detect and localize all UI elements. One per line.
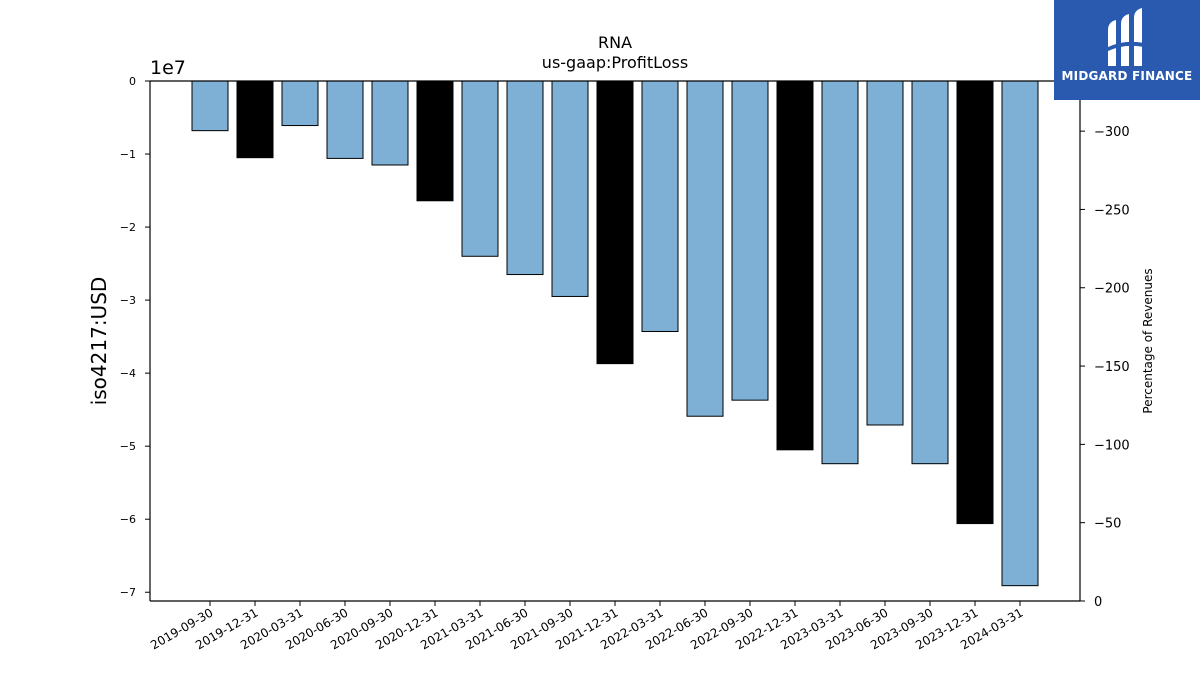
y2-tick-label: −200 (1094, 282, 1130, 297)
bar-2022-03-31 (641, 80, 679, 333)
bar-2020-09-30 (371, 80, 409, 166)
x-ticks-group: 2019-09-302019-12-312020-03-312020-06-30… (148, 601, 1026, 652)
bar-2023-06-30 (866, 80, 904, 426)
bar-2023-12-31 (956, 80, 994, 525)
bar-2019-09-30 (191, 80, 229, 132)
y-tick-label: −4 (120, 367, 136, 380)
bar-2021-09-30 (551, 80, 589, 297)
bar-2020-12-31 (416, 80, 454, 202)
bar-2022-12-31 (776, 80, 814, 451)
y2-tick-label: 0 (1094, 595, 1102, 610)
bars-group (191, 80, 1039, 587)
y2-tick-label: −300 (1094, 125, 1130, 140)
chart-subtitle: us-gaap:ProfitLoss (542, 53, 688, 72)
y-tick-label: −7 (120, 586, 136, 599)
y-axis-label: iso4217:USD (87, 277, 111, 406)
bar-2021-12-31 (596, 80, 634, 365)
y2-tick-label: −150 (1094, 360, 1130, 375)
bar-2020-06-30 (326, 80, 364, 159)
bar-2019-12-31 (236, 80, 274, 159)
y-tick-label: 0 (129, 75, 136, 88)
chart-title: RNA (598, 33, 632, 52)
bar-2020-03-31 (281, 80, 319, 127)
bar-2023-09-30 (911, 80, 949, 465)
y-tick-label: −2 (120, 221, 136, 234)
logo-text: MIDGARD FINANCE (1061, 69, 1193, 83)
y2-tick-label: −250 (1094, 203, 1130, 218)
bar-2023-03-31 (821, 80, 859, 465)
midgard-logo-icon (1106, 8, 1148, 66)
y-tick-label: −1 (120, 148, 136, 161)
y-tick-label: −5 (120, 440, 136, 453)
y-offset-label: 1e7 (150, 57, 186, 79)
y2-tick-label: −50 (1094, 517, 1121, 532)
bar-2024-03-31 (1001, 80, 1039, 587)
y2-axis-label: Percentage of Revenues (1141, 268, 1155, 413)
y2-tick-label: −100 (1094, 438, 1130, 453)
bar-2021-06-30 (506, 80, 544, 276)
brand-logo: MIDGARD FINANCE (1054, 0, 1200, 100)
bar-2022-06-30 (686, 80, 724, 417)
y-tick-label: −3 (120, 294, 136, 307)
y-tick-label: −6 (120, 513, 136, 526)
left-ticks-group: 0 −1 −2 −3 −4 −5 −6 −7 (120, 75, 150, 599)
right-ticks-group: −300 −250 −200 −150 −100 −50 0 (1080, 125, 1130, 610)
bar-2022-09-30 (731, 80, 769, 401)
bar-2021-03-31 (461, 80, 499, 257)
